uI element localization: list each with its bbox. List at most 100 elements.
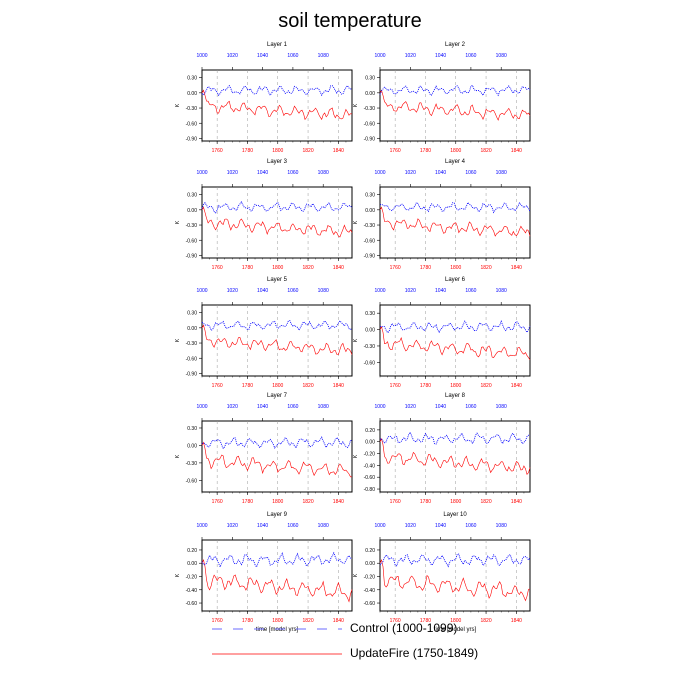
y-tick-label: -0.60 xyxy=(364,601,376,607)
y-tick-label: 0.20 xyxy=(365,428,375,434)
bottom-tick-label: 1840 xyxy=(511,499,522,505)
y-axis-label: K xyxy=(175,573,181,577)
top-tick-label: 1020 xyxy=(405,404,416,410)
y-tick-label: 0.00 xyxy=(365,561,375,567)
bottom-tick-label: 1800 xyxy=(272,148,283,154)
series-control xyxy=(201,320,353,332)
bottom-tick-label: 1760 xyxy=(212,618,223,624)
top-tick-label: 1020 xyxy=(227,53,238,59)
y-axis-label: K xyxy=(353,103,359,107)
y-tick-label: 0.00 xyxy=(365,208,375,214)
bottom-tick-label: 1840 xyxy=(333,265,344,271)
series-control xyxy=(201,551,353,569)
bottom-tick-label: 1780 xyxy=(420,499,431,505)
top-tick-label: 1000 xyxy=(196,53,207,59)
series-updatefire xyxy=(201,206,353,238)
y-tick-label: 0.00 xyxy=(365,91,375,97)
y-tick-label: -0.60 xyxy=(186,238,198,244)
bottom-tick-label: 1800 xyxy=(450,499,461,505)
top-tick-label: 1040 xyxy=(257,288,268,294)
top-tick-label: 1080 xyxy=(318,170,329,176)
top-tick-label: 1080 xyxy=(496,53,507,59)
y-tick-label: 0.20 xyxy=(187,548,197,554)
bottom-tick-label: 1840 xyxy=(333,148,344,154)
y-tick-label: 0.30 xyxy=(187,426,197,432)
y-axis-label: K xyxy=(353,220,359,224)
bottom-tick-label: 1780 xyxy=(420,148,431,154)
bottom-tick-label: 1760 xyxy=(212,499,223,505)
top-tick-label: 1040 xyxy=(435,288,446,294)
y-tick-label: -0.60 xyxy=(364,121,376,127)
top-tick-label: 1080 xyxy=(496,404,507,410)
top-tick-label: 1040 xyxy=(257,404,268,410)
y-tick-label: -0.30 xyxy=(186,106,198,112)
y-tick-label: 0.00 xyxy=(187,91,197,97)
panel-title: Layer 9 xyxy=(267,512,288,518)
bottom-tick-label: 1780 xyxy=(242,618,253,624)
y-tick-label: -0.60 xyxy=(186,601,198,607)
y-tick-label: -0.20 xyxy=(364,574,376,580)
top-tick-label: 1080 xyxy=(496,170,507,176)
top-tick-label: 1000 xyxy=(196,523,207,529)
bottom-tick-label: 1820 xyxy=(302,383,313,389)
bottom-tick-label: 1800 xyxy=(272,618,283,624)
top-tick-label: 1020 xyxy=(405,523,416,529)
top-tick-label: 1080 xyxy=(496,288,507,294)
bottom-tick-label: 1800 xyxy=(272,499,283,505)
bottom-tick-label: 1840 xyxy=(333,383,344,389)
panel-title: Layer 6 xyxy=(445,277,466,283)
series-control xyxy=(201,436,353,450)
bottom-tick-label: 1780 xyxy=(242,148,253,154)
bottom-tick-label: 1780 xyxy=(420,618,431,624)
bottom-tick-label: 1820 xyxy=(302,265,313,271)
panel-layer-3: Layer 3 1000 1020 1040 1060 1080 1760 1780 1800 1… xyxy=(175,159,353,271)
series-updatefire xyxy=(201,558,353,603)
plot-frame xyxy=(201,186,353,259)
y-tick-label: 0.30 xyxy=(187,76,197,82)
y-tick-label: -0.40 xyxy=(186,588,198,594)
top-tick-label: 1080 xyxy=(318,523,329,529)
y-tick-label: -0.60 xyxy=(186,121,198,127)
top-tick-label: 1040 xyxy=(257,53,268,59)
y-tick-label: -0.40 xyxy=(364,588,376,594)
y-tick-label: -0.30 xyxy=(186,341,198,347)
top-tick-label: 1080 xyxy=(318,404,329,410)
top-tick-label: 1060 xyxy=(465,53,476,59)
plot-frame xyxy=(379,539,531,612)
y-tick-label: -0.60 xyxy=(364,360,376,366)
plot-frame xyxy=(201,539,353,612)
top-tick-label: 1080 xyxy=(318,53,329,59)
bottom-tick-label: 1760 xyxy=(212,148,223,154)
bottom-tick-label: 1820 xyxy=(480,618,491,624)
top-tick-label: 1060 xyxy=(465,404,476,410)
series-control xyxy=(379,553,531,568)
top-tick-label: 1000 xyxy=(374,523,385,529)
plot-frame xyxy=(379,304,531,377)
panel-title: Layer 3 xyxy=(267,159,288,165)
bottom-tick-label: 1800 xyxy=(272,265,283,271)
plot-frame xyxy=(201,69,353,142)
top-tick-label: 1080 xyxy=(318,288,329,294)
y-tick-label: 0.30 xyxy=(365,193,375,199)
bottom-tick-label: 1820 xyxy=(302,618,313,624)
top-tick-label: 1060 xyxy=(465,288,476,294)
top-tick-label: 1060 xyxy=(287,288,298,294)
bottom-tick-label: 1780 xyxy=(420,383,431,389)
y-tick-label: 0.00 xyxy=(187,443,197,449)
bottom-tick-label: 1840 xyxy=(511,148,522,154)
y-tick-label: 0.00 xyxy=(187,208,197,214)
top-tick-label: 1060 xyxy=(287,404,298,410)
plot-frame xyxy=(379,186,531,259)
top-tick-label: 1000 xyxy=(196,170,207,176)
bottom-tick-label: 1820 xyxy=(480,383,491,389)
top-tick-label: 1020 xyxy=(227,523,238,529)
top-tick-label: 1020 xyxy=(405,288,416,294)
panel-layer-10: Layer 10 1000 1020 1040 1060 1080 1760 1780 1800… xyxy=(353,512,531,633)
x-axis-label: time [model yrs] xyxy=(256,627,299,633)
top-tick-label: 1040 xyxy=(435,53,446,59)
bottom-tick-label: 1820 xyxy=(302,148,313,154)
bottom-tick-label: 1820 xyxy=(480,265,491,271)
y-tick-label: -0.20 xyxy=(364,452,376,458)
top-tick-label: 1060 xyxy=(287,53,298,59)
